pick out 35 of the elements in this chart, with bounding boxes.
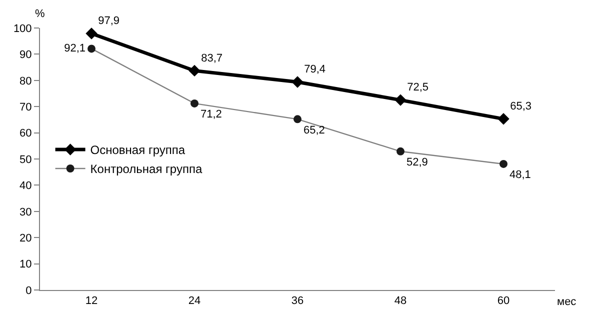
y-tick-label: 80 xyxy=(20,75,32,88)
point xyxy=(394,94,406,106)
data-label: 71,2 xyxy=(200,108,222,121)
x-tick-label: 24 xyxy=(188,295,201,308)
data-label: 65,2 xyxy=(304,124,325,136)
data-label: 97,9 xyxy=(98,15,120,28)
y-tick-label: 50 xyxy=(20,154,32,166)
data-label: 72,5 xyxy=(407,82,429,94)
point xyxy=(498,113,510,125)
x-axis-title: мес xyxy=(557,296,577,308)
data-label: 52,9 xyxy=(406,156,428,169)
data-label: 92,1 xyxy=(64,42,86,54)
y-tick-label: 20 xyxy=(20,232,32,244)
data-label: 83,7 xyxy=(201,52,223,64)
y-tick-label: 30 xyxy=(20,206,32,218)
data-label: 48,1 xyxy=(510,169,531,182)
point xyxy=(86,28,98,40)
y-tick-label: 40 xyxy=(20,180,32,192)
point xyxy=(188,64,200,77)
legend-label: Контрольная группа xyxy=(90,162,202,176)
x-tick-label: 48 xyxy=(394,295,407,308)
y-tick-label: 70 xyxy=(20,101,32,114)
y-tick-label: 60 xyxy=(20,128,32,140)
y-tick-label: 90 xyxy=(20,49,32,62)
y-axis-title: % xyxy=(35,8,45,20)
x-tick-label: 60 xyxy=(497,295,510,308)
y-tick-label: 100 xyxy=(13,22,32,35)
legend-label: Основная группа xyxy=(90,143,186,158)
x-tick-label: 12 xyxy=(85,295,98,308)
y-tick-label: 0 xyxy=(26,284,32,297)
data-label: 65,3 xyxy=(510,100,532,113)
point xyxy=(292,76,304,88)
y-tick-label: 10 xyxy=(20,258,32,271)
data-label: 79,4 xyxy=(304,64,326,76)
x-tick-label: 36 xyxy=(291,295,304,308)
